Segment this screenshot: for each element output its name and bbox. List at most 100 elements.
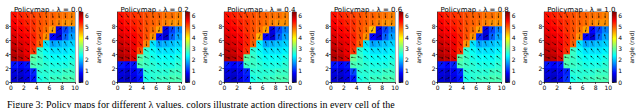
svg-text:4: 4 — [248, 84, 252, 91]
svg-text:1: 1 — [192, 67, 196, 74]
svg-text:0: 0 — [116, 84, 120, 91]
svg-text:1: 1 — [512, 67, 516, 74]
svg-text:Policymap - λ = 1.0: Policymap - λ = 1.0 — [547, 6, 615, 14]
svg-text:10: 10 — [71, 84, 79, 91]
svg-text:5: 5 — [405, 23, 409, 30]
svg-text:4: 4 — [298, 34, 302, 41]
svg-text:10: 10 — [498, 84, 506, 91]
svg-text:4: 4 — [112, 51, 116, 58]
svg-text:6: 6 — [154, 84, 158, 91]
svg-text:4: 4 — [461, 84, 465, 91]
svg-text:6: 6 — [539, 37, 543, 44]
svg-text:3: 3 — [85, 45, 89, 52]
svg-text:Policymap - λ = 0.2: Policymap - λ = 0.2 — [121, 6, 189, 14]
svg-text:6: 6 — [219, 37, 223, 44]
svg-text:2: 2 — [512, 56, 516, 63]
svg-text:4: 4 — [325, 51, 329, 58]
svg-text:6: 6 — [47, 84, 51, 91]
svg-text:8: 8 — [432, 23, 436, 30]
svg-text:5: 5 — [192, 23, 196, 30]
svg-text:2: 2 — [129, 84, 133, 91]
svg-text:0: 0 — [85, 79, 89, 86]
svg-text:8: 8 — [325, 23, 329, 30]
svg-text:0: 0 — [298, 79, 302, 86]
svg-text:5: 5 — [618, 23, 622, 30]
svg-text:2: 2 — [219, 65, 223, 72]
svg-text:6: 6 — [405, 12, 409, 19]
svg-text:6: 6 — [112, 37, 116, 44]
svg-text:10: 10 — [178, 84, 186, 91]
svg-text:6: 6 — [325, 37, 329, 44]
svg-text:10: 10 — [285, 84, 293, 91]
svg-text:3: 3 — [192, 45, 196, 52]
svg-text:2: 2 — [432, 65, 436, 72]
svg-text:8: 8 — [274, 84, 278, 91]
svg-text:8: 8 — [5, 23, 9, 30]
svg-text:2: 2 — [555, 84, 559, 91]
svg-text:3: 3 — [298, 45, 302, 52]
svg-text:0: 0 — [9, 84, 13, 91]
svg-text:2: 2 — [112, 65, 116, 72]
svg-text:3: 3 — [618, 45, 622, 52]
svg-text:8: 8 — [487, 84, 491, 91]
svg-text:2: 2 — [449, 84, 453, 91]
svg-text:4: 4 — [141, 84, 145, 91]
svg-text:2: 2 — [235, 84, 239, 91]
svg-text:4: 4 — [355, 84, 359, 91]
svg-text:angle (rad): angle (rad) — [521, 30, 529, 63]
svg-text:Policymap - λ = 0.6: Policymap - λ = 0.6 — [334, 6, 403, 14]
svg-text:angle (rad): angle (rad) — [95, 30, 103, 63]
svg-text:2: 2 — [618, 56, 622, 63]
svg-text:4: 4 — [568, 84, 572, 91]
svg-text:8: 8 — [539, 23, 543, 30]
svg-text:0: 0 — [192, 79, 196, 86]
svg-text:0: 0 — [436, 84, 440, 91]
svg-text:5: 5 — [85, 23, 89, 30]
svg-text:2: 2 — [539, 65, 543, 72]
svg-text:6: 6 — [618, 12, 622, 19]
svg-text:angle (rad): angle (rad) — [308, 30, 316, 63]
svg-text:8: 8 — [60, 84, 64, 91]
svg-text:6: 6 — [298, 12, 302, 19]
svg-text:3: 3 — [405, 45, 409, 52]
svg-text:6: 6 — [192, 12, 196, 19]
svg-text:6: 6 — [261, 84, 265, 91]
svg-text:1: 1 — [298, 67, 302, 74]
svg-text:2: 2 — [325, 65, 329, 72]
svg-text:4: 4 — [512, 34, 516, 41]
svg-text:4: 4 — [539, 51, 543, 58]
svg-text:8: 8 — [167, 84, 171, 91]
svg-text:2: 2 — [22, 84, 26, 91]
svg-text:2: 2 — [298, 56, 302, 63]
svg-text:6: 6 — [581, 84, 585, 91]
svg-text:1: 1 — [618, 67, 622, 74]
svg-text:4: 4 — [432, 51, 436, 58]
svg-text:4: 4 — [405, 34, 409, 41]
svg-text:angle (rad): angle (rad) — [201, 30, 209, 63]
svg-text:1: 1 — [405, 67, 409, 74]
svg-text:5: 5 — [298, 23, 302, 30]
svg-text:2: 2 — [192, 56, 196, 63]
svg-text:6: 6 — [367, 84, 371, 91]
svg-text:2: 2 — [85, 56, 89, 63]
svg-text:4: 4 — [85, 34, 89, 41]
svg-text:Figure 3: Policy maps for diff: Figure 3: Policy maps for different λ va… — [7, 99, 395, 108]
svg-text:4: 4 — [219, 51, 223, 58]
svg-text:4: 4 — [192, 34, 196, 41]
svg-text:angle (rad): angle (rad) — [628, 30, 636, 63]
svg-text:2: 2 — [5, 65, 9, 72]
svg-text:Policymap - λ = 0.0: Policymap - λ = 0.0 — [14, 6, 82, 14]
svg-text:2: 2 — [405, 56, 409, 63]
svg-text:0: 0 — [542, 84, 546, 91]
svg-text:0: 0 — [329, 84, 333, 91]
svg-text:Policymap - λ = 0.8: Policymap - λ = 0.8 — [441, 6, 509, 14]
svg-text:6: 6 — [512, 12, 516, 19]
svg-text:6: 6 — [432, 37, 436, 44]
svg-text:6: 6 — [5, 37, 9, 44]
svg-text:4: 4 — [5, 51, 9, 58]
svg-text:8: 8 — [219, 23, 223, 30]
svg-text:5: 5 — [512, 23, 516, 30]
svg-text:8: 8 — [112, 23, 116, 30]
svg-text:10: 10 — [605, 84, 613, 91]
svg-text:0: 0 — [222, 84, 226, 91]
